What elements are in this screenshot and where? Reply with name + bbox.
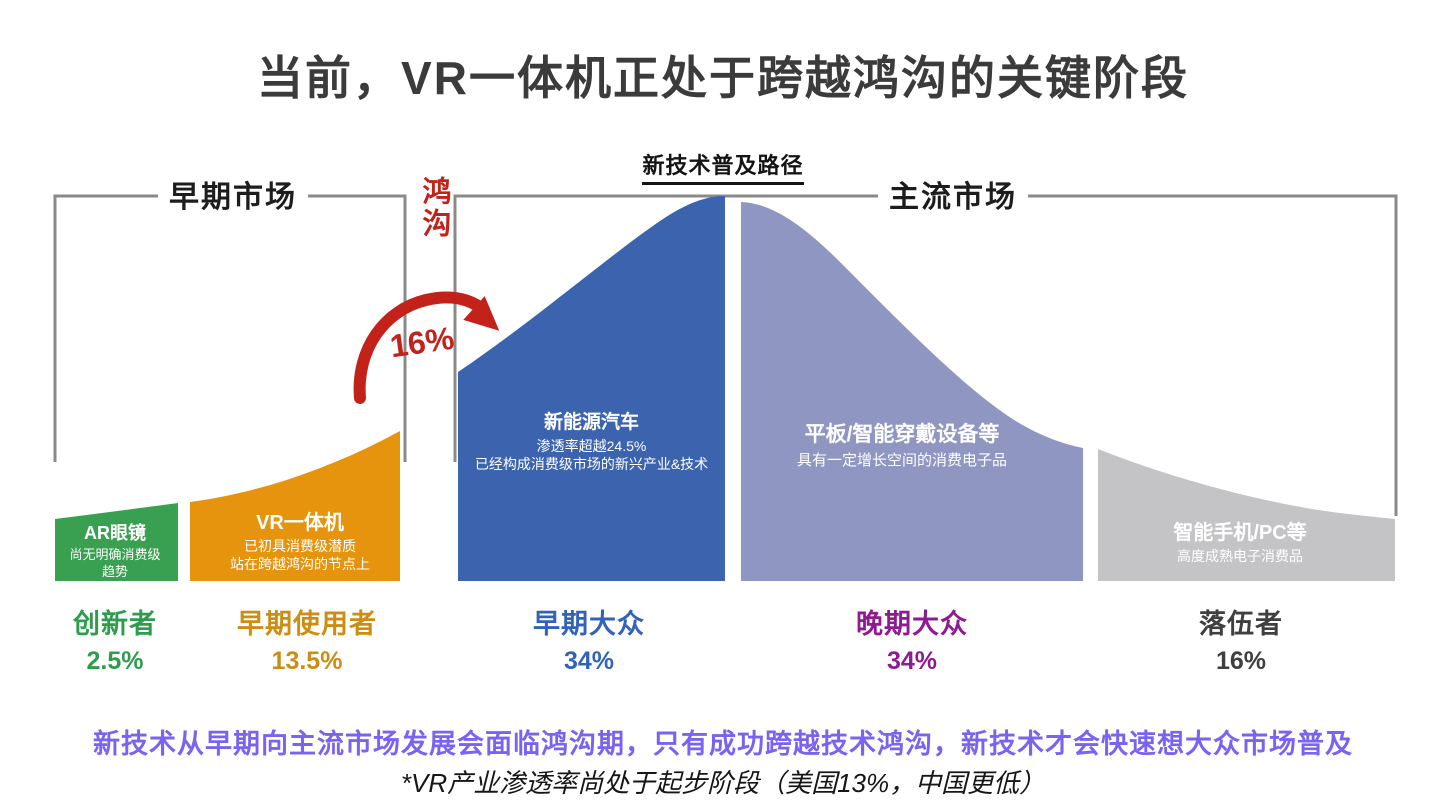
mainstream-market-label: 主流市场 (878, 172, 1028, 216)
category-name: 早期大众 (533, 609, 645, 639)
segment-desc: 具有一定增长空间的消费电子品 (796, 452, 1007, 469)
early-market-label: 早期市场 (158, 172, 308, 216)
category-share: 34% (563, 647, 615, 675)
early-market-bracket-left-part (53, 194, 165, 462)
segment-desc: 高度成熟电子消费品 (1177, 548, 1303, 564)
segment-label-vr-headset: VR一体机 已初具消费级潜质 站在跨越鸿沟的节点上 (198, 506, 402, 573)
segment-area-smartphones-pc (1098, 449, 1395, 581)
segment-area-ar-glasses (55, 503, 178, 581)
category-share: 2.5% (86, 647, 144, 675)
category-share: 16% (1215, 647, 1267, 675)
footnote-text: *VR产业渗透率尚处于起步阶段（美国13%，中国更低） (400, 768, 1046, 798)
segment-desc: 已初具消费级潜质 (244, 538, 356, 554)
segment-desc: 已经构成消费级市场的新兴产业&技术 (474, 456, 709, 473)
category-innovators: 创新者 2.5% (25, 602, 205, 676)
segment-desc: 尚无明确消费级趋势 (69, 547, 161, 579)
chasm-arrowhead-icon (463, 296, 500, 331)
segment-area-new-energy-vehicles (458, 196, 725, 581)
category-name: 落伍者 (1199, 609, 1283, 639)
segment-label-new-energy-vehicles: 新能源汽车 渗透率超越24.5% 已经构成消费级市场的新兴产业&技术 (458, 407, 725, 473)
segment-desc: 站在跨越鸿沟的节点上 (230, 556, 370, 573)
mainstream-bracket-left-part (453, 194, 884, 462)
category-share: 34% (886, 647, 938, 675)
segment-label-smartphones-pc: 智能手机/PC等 高度成熟电子消费品 (1115, 516, 1365, 565)
category-late-majority: 晚期大众 34% (822, 602, 1002, 676)
segment-name: 智能手机/PC等 (1173, 522, 1307, 544)
mainstream-bracket-right-part (1020, 194, 1398, 516)
page-title: 当前，VR一体机正处于跨越鸿沟的关键阶段 (257, 52, 1189, 104)
category-early-majority: 早期大众 34% (499, 602, 679, 676)
category-laggards: 落伍者 16% (1151, 602, 1331, 676)
category-share: 13.5% (271, 647, 343, 675)
segment-name: 平板/智能穿戴设备等 (804, 423, 1000, 446)
segment-name: VR一体机 (256, 512, 344, 534)
chasm-label: 鸿沟 (418, 176, 450, 240)
early-market-bracket-right-part (302, 194, 407, 462)
chasm-arrow (353, 291, 490, 404)
chart-title-wrap: 新技术普及路径 (0, 148, 1446, 185)
category-name: 创新者 (73, 609, 157, 639)
segment-name: 新能源汽车 (543, 412, 639, 433)
segment-desc: 渗透率超越24.5% (536, 438, 647, 454)
segment-area-vr-headset (190, 431, 400, 581)
segment-label-tablets-wearables: 平板/智能穿戴设备等 具有一定增长空间的消费电子品 (747, 418, 1057, 471)
segment-label-ar-glasses: AR眼镜 尚无明确消费级趋势 (53, 519, 177, 581)
category-name: 早期使用者 (237, 609, 377, 639)
chart-title: 新技术普及路径 (642, 148, 804, 185)
segment-area-tablets-wearables (741, 202, 1083, 581)
category-early-adopters: 早期使用者 13.5% (217, 602, 397, 676)
segment-name: AR眼镜 (84, 523, 146, 543)
category-name: 晚期大众 (856, 609, 968, 639)
conclusion-text: 新技术从早期向主流市场发展会面临鸿沟期，只有成功跨越技术鸿沟，新技术才会快速想大… (93, 729, 1353, 759)
